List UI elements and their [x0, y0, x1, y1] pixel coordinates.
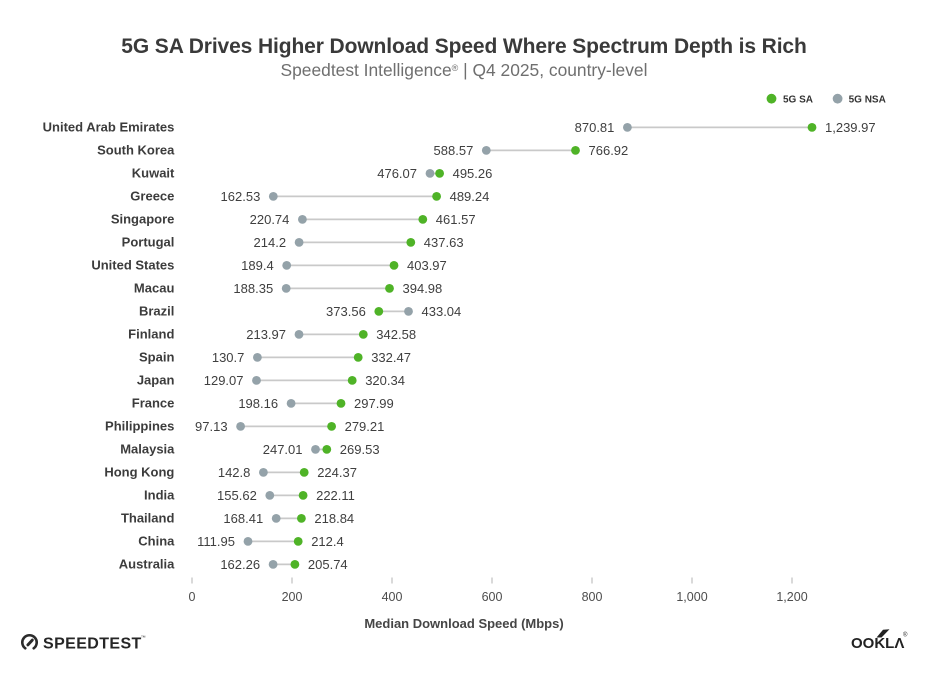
svg-text:461.57: 461.57 — [436, 212, 476, 227]
svg-text:OOKLΛ: OOKLΛ — [851, 635, 904, 652]
svg-text:870.81: 870.81 — [575, 120, 615, 135]
svg-text:Greece: Greece — [130, 189, 174, 204]
svg-text:212.4: 212.4 — [311, 534, 344, 549]
svg-text:142.8: 142.8 — [218, 465, 251, 480]
svg-text:342.58: 342.58 — [376, 327, 416, 342]
svg-text:United States: United States — [91, 258, 174, 273]
svg-text:168.41: 168.41 — [223, 511, 263, 526]
svg-text:189.4: 189.4 — [241, 258, 274, 273]
svg-text:Brazil: Brazil — [139, 304, 174, 319]
svg-text:222.11: 222.11 — [316, 488, 355, 503]
svg-text:600: 600 — [482, 590, 503, 604]
svg-text:®: ® — [903, 632, 908, 639]
svg-text:218.84: 218.84 — [314, 511, 354, 526]
svg-text:India: India — [144, 488, 175, 503]
svg-text:Finland: Finland — [128, 327, 174, 342]
svg-text:0: 0 — [189, 590, 196, 604]
svg-text:247.01: 247.01 — [263, 442, 303, 457]
svg-text:Australia: Australia — [119, 557, 175, 572]
svg-text:1,000: 1,000 — [676, 590, 707, 604]
svg-text:Philippines: Philippines — [105, 419, 174, 434]
svg-text:France: France — [132, 396, 175, 411]
svg-text:214.2: 214.2 — [254, 235, 287, 250]
svg-text:766.92: 766.92 — [589, 143, 629, 158]
svg-text:213.97: 213.97 — [246, 327, 286, 342]
svg-text:433.04: 433.04 — [422, 304, 462, 319]
svg-text:5G SA: 5G SA — [783, 94, 813, 105]
svg-text:495.26: 495.26 — [453, 166, 493, 181]
svg-text:111.95: 111.95 — [197, 534, 235, 549]
svg-text:224.37: 224.37 — [317, 465, 357, 480]
svg-text:1,200: 1,200 — [776, 590, 807, 604]
svg-text:162.26: 162.26 — [220, 557, 260, 572]
svg-text:198.16: 198.16 — [238, 396, 278, 411]
svg-text:5G NSA: 5G NSA — [849, 94, 886, 105]
svg-text:Spain: Spain — [139, 350, 174, 365]
svg-text:Hong Kong: Hong Kong — [104, 465, 174, 480]
svg-text:437.63: 437.63 — [424, 235, 464, 250]
svg-text:Singapore: Singapore — [111, 212, 175, 227]
svg-text:476.07: 476.07 — [377, 166, 417, 181]
svg-text:1,239.97: 1,239.97 — [825, 120, 876, 135]
svg-text:Portugal: Portugal — [122, 235, 175, 250]
svg-text:Japan: Japan — [137, 373, 175, 388]
svg-text:155.62: 155.62 — [217, 488, 257, 503]
svg-text:™: ™ — [141, 635, 146, 641]
svg-text:China: China — [138, 534, 175, 549]
svg-text:489.24: 489.24 — [450, 189, 490, 204]
svg-text:394.98: 394.98 — [403, 281, 443, 296]
svg-text:Thailand: Thailand — [121, 511, 175, 526]
svg-text:SPEEDTEST: SPEEDTEST — [43, 636, 142, 653]
svg-text:Malaysia: Malaysia — [120, 442, 175, 457]
svg-text:200: 200 — [282, 590, 303, 604]
svg-text:400: 400 — [382, 590, 403, 604]
svg-text:800: 800 — [582, 590, 603, 604]
svg-text:South Korea: South Korea — [97, 143, 175, 158]
svg-text:5G SA Drives Higher Download S: 5G SA Drives Higher Download Speed Where… — [121, 35, 806, 58]
svg-text:332.47: 332.47 — [371, 350, 411, 365]
svg-text:297.99: 297.99 — [354, 396, 394, 411]
svg-text:188.35: 188.35 — [233, 281, 273, 296]
svg-text:220.74: 220.74 — [250, 212, 290, 227]
svg-text:588.57: 588.57 — [434, 143, 474, 158]
svg-text:United Arab Emirates: United Arab Emirates — [43, 120, 175, 135]
svg-text:97.13: 97.13 — [195, 419, 228, 434]
svg-text:Speedtest Intelligence® | Q4 2: Speedtest Intelligence® | Q4 2025, count… — [281, 60, 648, 80]
svg-text:279.21: 279.21 — [345, 419, 385, 434]
svg-text:Median Download Speed (Mbps): Median Download Speed (Mbps) — [364, 616, 563, 631]
svg-text:320.34: 320.34 — [365, 373, 405, 388]
svg-text:130.7: 130.7 — [212, 350, 245, 365]
svg-text:129.07: 129.07 — [204, 373, 244, 388]
svg-text:205.74: 205.74 — [308, 557, 348, 572]
svg-text:Kuwait: Kuwait — [132, 166, 175, 181]
svg-text:269.53: 269.53 — [340, 442, 380, 457]
svg-text:373.56: 373.56 — [326, 304, 366, 319]
svg-text:Macau: Macau — [134, 281, 175, 296]
svg-text:162.53: 162.53 — [221, 189, 261, 204]
svg-text:403.97: 403.97 — [407, 258, 447, 273]
